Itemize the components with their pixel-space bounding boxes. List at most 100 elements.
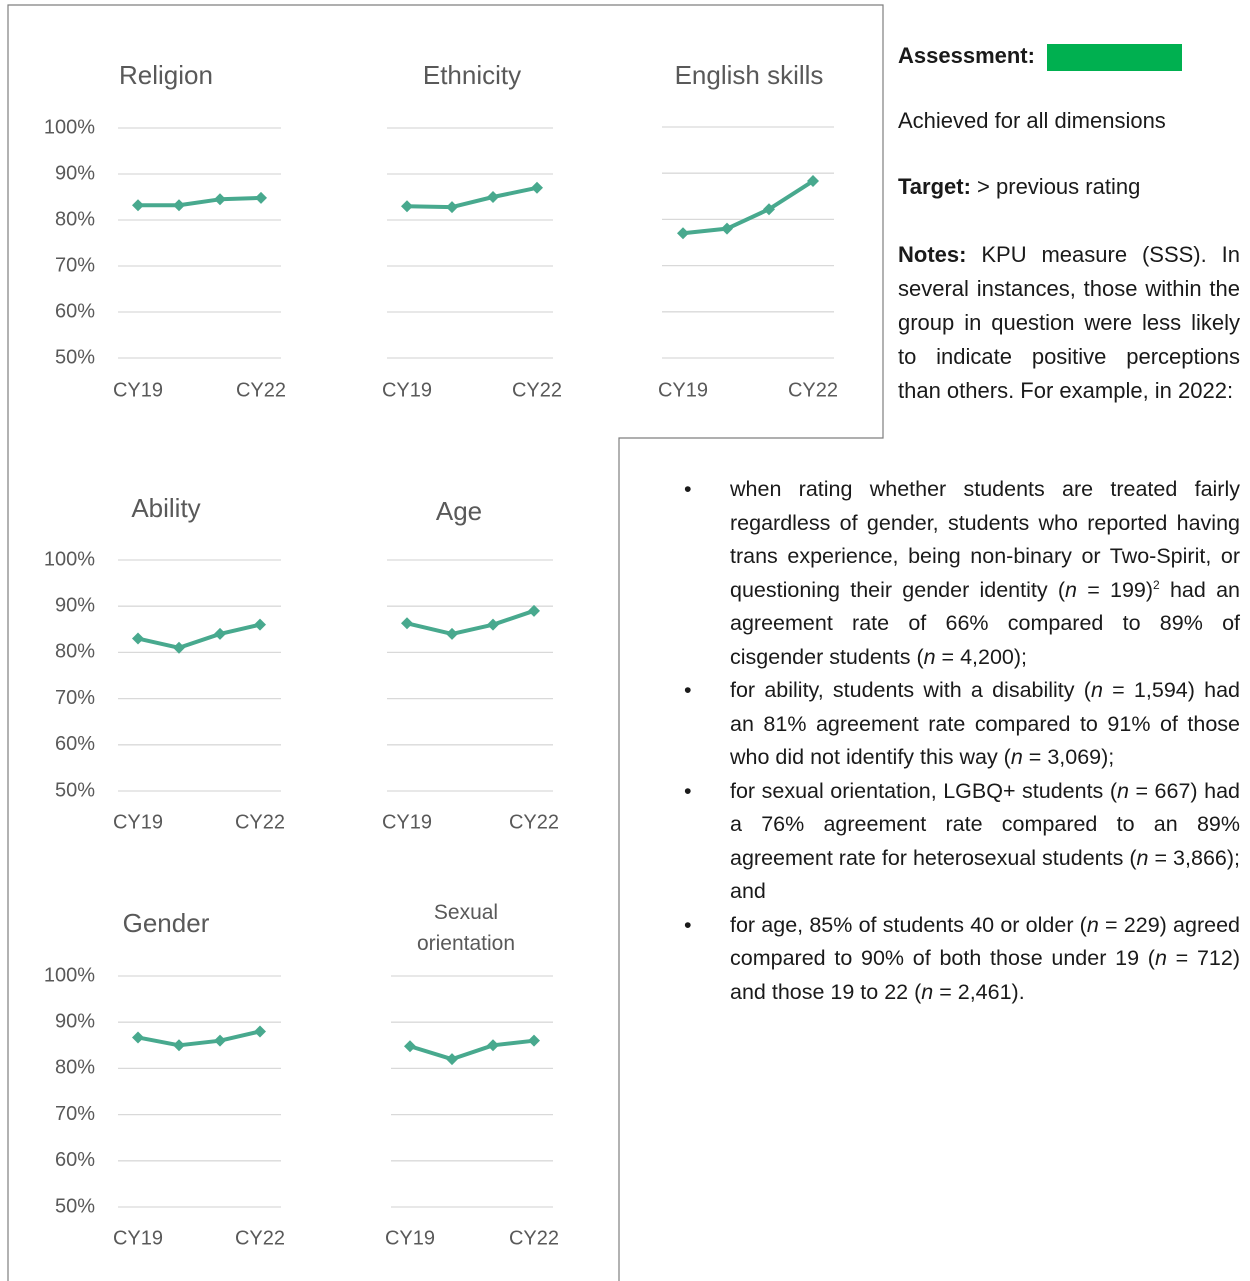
- x-tick-label: CY22: [235, 1227, 285, 1249]
- notes-label: Notes:: [898, 242, 967, 267]
- chart-title: English skills: [674, 60, 824, 90]
- target: Target: > previous rating: [898, 170, 1140, 204]
- x-tick-label: CY19: [385, 1227, 435, 1249]
- assessment-box: [1047, 43, 1183, 71]
- y-tick-label: 70%: [55, 1103, 95, 1125]
- bullet-text: n: [1065, 577, 1077, 602]
- bullet-text: n: [1116, 778, 1129, 803]
- data-marker: [446, 201, 458, 214]
- bullet-text: for age, 85% of students 40 or older (: [730, 912, 1087, 937]
- target-text: > previous rating: [970, 174, 1141, 199]
- y-tick-label: 100%: [44, 548, 95, 570]
- data-marker: [404, 1040, 416, 1053]
- y-tick-label: 60%: [55, 733, 95, 755]
- bullet-item: for age, 85% of students 40 or older (n …: [684, 909, 1240, 1010]
- y-tick-label: 80%: [55, 1057, 95, 1079]
- data-marker: [763, 203, 775, 216]
- data-line: [137, 1029, 261, 1048]
- x-tick-label: CY22: [512, 379, 562, 401]
- data-marker: [401, 617, 413, 630]
- y-tick-label: 50%: [55, 779, 95, 801]
- bullet-text: when rating whether students are treated…: [730, 477, 1240, 602]
- x-tick-label: CY19: [382, 379, 432, 401]
- chart-title: Gender: [122, 908, 210, 938]
- achieved: Achieved for all dimensions: [898, 108, 1166, 133]
- bullet-item: for sexual orientation, LGBQ+ students (…: [684, 775, 1240, 909]
- data-marker: [132, 199, 144, 212]
- y-tick-label: 50%: [55, 1195, 95, 1217]
- data-marker: [132, 1031, 144, 1044]
- x-tick-label: CY19: [658, 379, 708, 401]
- bullet-text: for sexual orientation, LGBQ+ students (: [730, 778, 1117, 803]
- data-marker: [254, 618, 266, 631]
- bullet-text: = 229) agreed compared to 90% of both th…: [730, 912, 1240, 971]
- data-marker: [173, 1039, 185, 1052]
- data-marker: [173, 199, 185, 212]
- data-marker: [255, 191, 267, 204]
- data-marker: [214, 1034, 226, 1047]
- bullet-text: = 3,866); and: [730, 845, 1240, 904]
- frame: [7, 4, 884, 1281]
- bullet-text: n: [1136, 845, 1149, 870]
- bullet-item: for ability, students with a disability …: [684, 674, 1241, 775]
- notes: Notes: KPU measure (SSS). In several ins…: [898, 238, 1240, 408]
- target-label: Target:: [898, 174, 971, 199]
- y-tick-label: 100%: [44, 964, 95, 986]
- data-marker: [487, 1039, 499, 1052]
- bullet-text: n: [1010, 745, 1023, 769]
- assessment: Assessment:: [898, 39, 1183, 73]
- bullet-text: = 1,594) had an 81% agreement rate compa…: [730, 678, 1241, 769]
- bullet-text: n: [1090, 678, 1103, 702]
- bullet-text: n: [921, 979, 934, 1004]
- y-tick-label: 70%: [55, 687, 95, 709]
- data-marker: [214, 627, 226, 640]
- bullet-text: 2: [1153, 577, 1160, 592]
- frame-border: [7, 4, 884, 1281]
- bullet-text: = 199): [1076, 577, 1154, 602]
- chart-title: Ability: [131, 493, 201, 523]
- data-marker: [446, 627, 458, 640]
- x-tick-label: CY19: [113, 379, 163, 401]
- bullet-text: = 712) and those 19 to 22 (: [730, 946, 1240, 1004]
- data-marker: [807, 175, 819, 188]
- x-tick-label: CY22: [509, 811, 559, 833]
- data-marker: [528, 604, 540, 617]
- data-marker: [487, 191, 499, 203]
- data-marker: [528, 1034, 540, 1047]
- bullet-text: = 4,200);: [935, 644, 1028, 669]
- bullet-text: = 3,069);: [1022, 745, 1115, 769]
- y-tick-label: 50%: [55, 346, 95, 368]
- chart-title: Religion: [119, 60, 213, 90]
- y-tick-label: 60%: [55, 1149, 95, 1171]
- data-line: [137, 622, 261, 650]
- data-marker: [173, 641, 185, 654]
- y-tick-label: 100%: [44, 116, 95, 138]
- bullet-text: n: [923, 644, 936, 669]
- x-tick-label: CY19: [113, 1227, 163, 1249]
- data-line: [406, 608, 535, 636]
- bullet-text: had an agreement rate of 66% compared to…: [730, 577, 1240, 669]
- data-marker: [132, 632, 144, 645]
- bullet-list: when rating whether students are treated…: [684, 473, 1241, 1010]
- data-marker: [531, 181, 543, 194]
- data-line: [409, 1038, 535, 1062]
- x-tick-label: CY22: [235, 811, 285, 833]
- y-tick-label: 90%: [55, 162, 95, 184]
- x-tick-label: CY22: [236, 379, 286, 401]
- bullet-text: n: [1086, 912, 1099, 937]
- data-marker: [254, 1025, 266, 1038]
- y-tick-label: 70%: [55, 254, 95, 276]
- y-tick-label: 80%: [55, 208, 95, 230]
- x-tick-label: CY19: [113, 811, 163, 833]
- x-tick-label: CY22: [788, 379, 838, 401]
- data-line: [682, 179, 815, 236]
- bullet-text: n: [1154, 946, 1167, 970]
- bullet-text: = 667) had a 76% agreement rate compared…: [730, 778, 1240, 870]
- assessment-label: Assessment:: [898, 43, 1035, 68]
- data-marker: [214, 193, 226, 206]
- bullet-item: when rating whether students are treated…: [684, 473, 1240, 674]
- y-tick-label: 80%: [55, 641, 95, 663]
- data-line: [406, 185, 538, 210]
